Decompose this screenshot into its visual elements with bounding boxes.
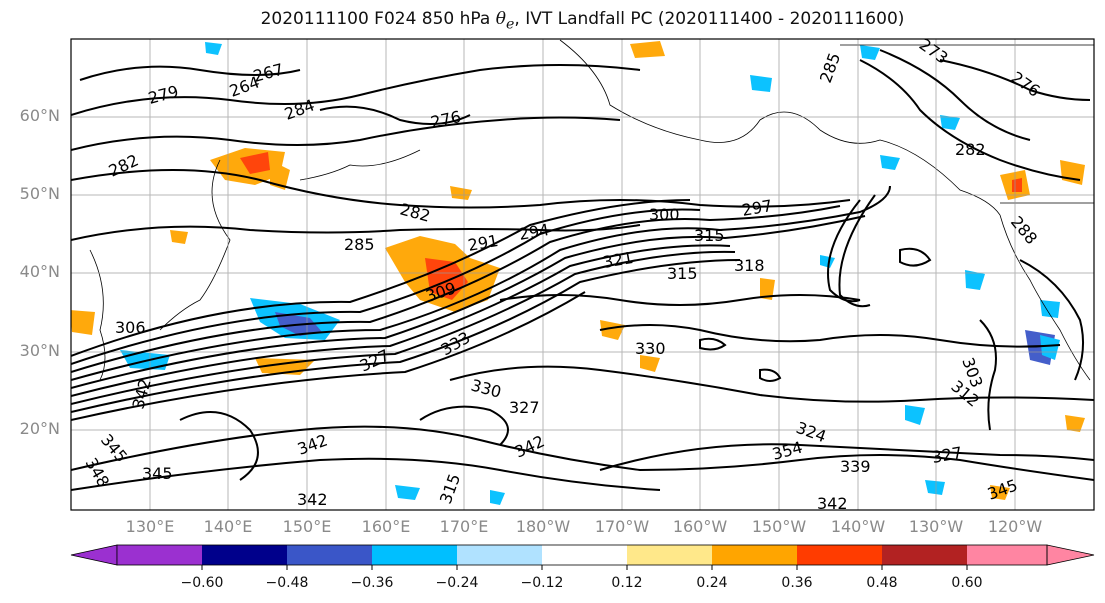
- lon-label: 140°E: [203, 517, 253, 536]
- lon-label: 170°W: [594, 517, 650, 536]
- colorbar-segment: [627, 545, 712, 565]
- colorbar-segment: [372, 545, 457, 565]
- colorbar-tick-label: 0.12: [611, 575, 643, 591]
- colorbar-tick-label: 0.60: [951, 575, 983, 591]
- contour-label: 300: [649, 205, 680, 224]
- colorbar-tick-label: −0.60: [180, 575, 224, 591]
- contour-label: 342: [817, 494, 848, 513]
- contour-label: 315: [694, 226, 725, 245]
- contour-label: 339: [840, 457, 871, 476]
- contour-label: 345: [142, 464, 173, 483]
- colorbar-segment: [117, 545, 202, 565]
- colorbar-tick-label: −0.24: [435, 575, 479, 591]
- lon-label: 150°W: [751, 517, 807, 536]
- lat-label: 40°N: [19, 262, 60, 281]
- contour-label: 327: [509, 398, 540, 417]
- colorbar-tick-label: −0.36: [350, 575, 394, 591]
- lat-label: 50°N: [19, 184, 60, 203]
- colorbar-tick-label: 0.24: [696, 575, 728, 591]
- colorbar-segment: [202, 545, 287, 565]
- colorbar-segment: [542, 545, 627, 565]
- lat-label: 20°N: [19, 419, 60, 438]
- colorbar-tick-label: −0.48: [265, 575, 309, 591]
- colorbar-under-extension: [70, 544, 118, 566]
- contour-label: 315: [667, 264, 698, 283]
- colorbar-segment: [967, 545, 1047, 565]
- lon-label: 130°W: [908, 517, 964, 536]
- lon-label: 130°E: [125, 517, 175, 536]
- colorbar-segment: [797, 545, 882, 565]
- lat-label: 30°N: [19, 341, 60, 360]
- contour-label: 330: [635, 339, 666, 358]
- lon-label: 120°W: [987, 517, 1043, 536]
- contour-label: 285: [344, 235, 375, 254]
- colorbar-over-extension: [1046, 544, 1095, 566]
- lon-label: 170°E: [439, 517, 489, 536]
- map-frame: [70, 38, 1095, 511]
- theta-e-contours: [71, 49, 1094, 491]
- lon-label: 140°W: [830, 517, 886, 536]
- lat-label: 60°N: [19, 106, 60, 125]
- colorbar-tick-label: −0.12: [520, 575, 564, 591]
- colorbar-segment: [882, 545, 967, 565]
- colorbar-tick-label: 0.48: [866, 575, 898, 591]
- lon-label: 160°E: [361, 517, 411, 536]
- contour-label: 282: [955, 140, 986, 159]
- colorbar-segment: [287, 545, 372, 565]
- lon-label: 160°W: [672, 517, 728, 536]
- colorbar-segment: [457, 545, 542, 565]
- colorbar: [70, 544, 1095, 570]
- colorbar-tick-label: 0.36: [781, 575, 813, 591]
- colorbar-segment: [712, 545, 797, 565]
- lon-label: 180°W: [515, 517, 571, 536]
- map-title: 2020111100 F024 850 hPa θe, IVT Landfall…: [260, 9, 905, 33]
- contour-label: 342: [297, 490, 328, 509]
- coastlines: [89, 39, 1094, 381]
- lon-label: 150°E: [282, 517, 332, 536]
- contour-label: 318: [734, 256, 765, 275]
- contour-label: 306: [115, 318, 146, 337]
